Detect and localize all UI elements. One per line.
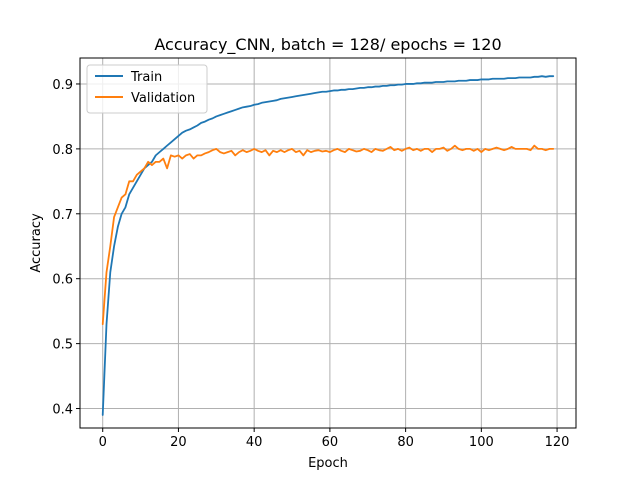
series-line-validation (101, 144, 555, 326)
x-tick-label: 120 (545, 435, 570, 450)
x-tick-label: 80 (397, 435, 414, 450)
x-tick-label: 20 (170, 435, 187, 450)
y-tick-label: 0.8 (52, 143, 73, 158)
plot-area-frame (79, 57, 577, 429)
x-axis-label: Epoch (308, 456, 348, 471)
ticks: 0 20 40 60 80 100 120 0.4 0.5 0.6 0.7 0.8 0.9 (52, 78, 569, 450)
series-group (101, 75, 555, 416)
grid (80, 58, 576, 428)
legend: Train Validation (86, 64, 208, 114)
y-tick-label: 0.7 (52, 208, 73, 223)
legend-label-train: Train (130, 70, 162, 85)
series-line-train (101, 75, 555, 416)
x-tick-label: 0 (99, 435, 107, 450)
y-tick-label: 0.4 (52, 403, 73, 418)
y-axis-label: Accuracy (29, 213, 44, 273)
x-tick-label: 40 (246, 435, 263, 450)
x-tick-label: 60 (322, 435, 339, 450)
y-tick-label: 0.6 (52, 273, 73, 288)
legend-label-validation: Validation (131, 91, 195, 106)
y-tick-label: 0.5 (52, 338, 73, 353)
y-tick-label: 0.9 (52, 78, 73, 93)
chart-title: Accuracy_CNN, batch = 128/ epochs = 120 (154, 35, 501, 55)
x-tick-label: 100 (469, 435, 494, 450)
